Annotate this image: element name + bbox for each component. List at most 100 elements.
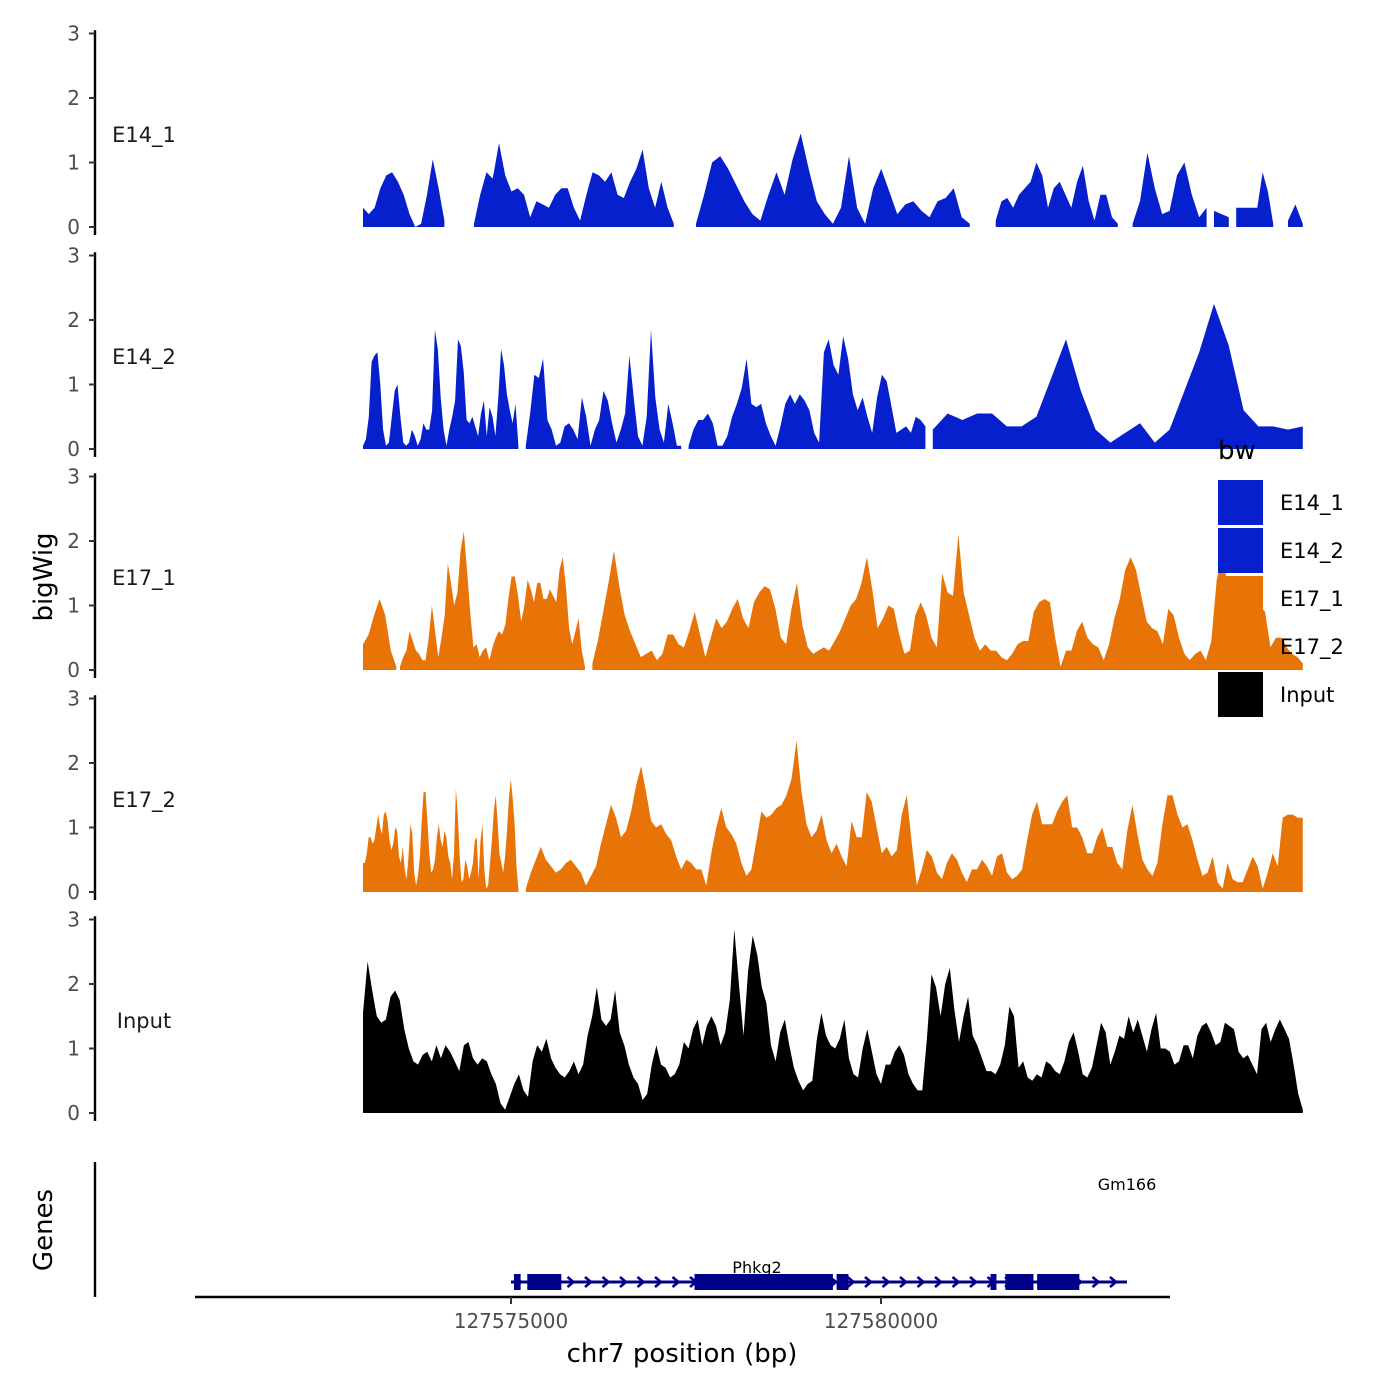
y-tick-label: 0 [67, 437, 80, 461]
track-label: Input [117, 1009, 171, 1033]
strand-arrow [636, 1276, 646, 1288]
gene-label: Phkg2 [732, 1258, 781, 1277]
y-tick-label: 0 [67, 880, 80, 904]
genes-axis-title: Genes [29, 1189, 59, 1271]
y-tick-label: 3 [67, 687, 80, 711]
signal-area [1236, 172, 1274, 227]
strand-arrow [601, 1276, 611, 1288]
signal-area [525, 329, 682, 449]
y-tick-label: 3 [67, 465, 80, 489]
strand-arrow [916, 1276, 926, 1288]
legend-item: E14_1 [1218, 480, 1344, 525]
y-tick-label: 0 [67, 1101, 80, 1125]
y-tick-label: 3 [67, 908, 80, 932]
gene-track: Gm166 Phkg2 [93, 1162, 1157, 1297]
strand-arrow [619, 1276, 629, 1288]
exon [513, 1274, 521, 1290]
track-E17_1: 0 1 2 3 E17_1 [67, 465, 1303, 682]
y-tick-label: 1 [67, 373, 80, 397]
signal-area [474, 143, 674, 227]
legend-swatch [1218, 624, 1263, 669]
y-tick-label: 2 [67, 972, 80, 996]
signal-area [363, 159, 445, 227]
y-tick-label: 2 [67, 86, 80, 110]
track-label: E14_2 [112, 345, 176, 370]
y-tick-label: 0 [67, 658, 80, 682]
y-tick-label: 1 [67, 1037, 80, 1061]
track-E14_2: 0 1 2 3 E14_2 [67, 244, 1303, 461]
legend-label: E14_2 [1280, 539, 1344, 564]
x-tick-label: 127575000 [454, 1309, 569, 1333]
exon [990, 1274, 997, 1290]
signal-area [363, 779, 519, 892]
track-label: E14_1 [112, 123, 176, 148]
strand-arrow [1109, 1276, 1119, 1288]
y-axis-title: bigWig [29, 532, 59, 621]
x-tick-label: 127580000 [824, 1309, 939, 1333]
signal-area [400, 531, 585, 670]
strand-arrow [654, 1276, 664, 1288]
gene-label: Gm166 [1098, 1175, 1157, 1194]
signal-area [1214, 210, 1229, 227]
strand-arrow [566, 1276, 576, 1288]
y-tick-label: 2 [67, 308, 80, 332]
x-axis-title: chr7 position (bp) [567, 1339, 798, 1369]
y-tick-label: 3 [67, 244, 80, 268]
exon [836, 1274, 849, 1290]
track-E14_1: 0 1 2 3 E14_1 [67, 22, 1303, 239]
track-Input: 0 1 2 3 Input [67, 908, 1303, 1125]
legend-item: E17_1 [1218, 576, 1344, 621]
strand-arrow [881, 1276, 891, 1288]
legend-label: E14_1 [1280, 491, 1344, 516]
signal-area [688, 336, 926, 449]
legend-swatch [1218, 576, 1263, 621]
signal-area [592, 534, 1303, 670]
y-tick-label: 1 [67, 151, 80, 175]
strand-arrow [969, 1276, 979, 1288]
legend-label: Input [1280, 683, 1334, 707]
strand-arrow [671, 1276, 681, 1288]
track-label: E17_1 [112, 566, 176, 591]
exon [1037, 1274, 1080, 1290]
signal-area [932, 303, 1303, 449]
y-tick-label: 1 [67, 816, 80, 840]
exon [694, 1274, 833, 1290]
legend-item: E14_2 [1218, 528, 1344, 573]
signal-area [363, 599, 397, 670]
legend-swatch [1218, 672, 1263, 717]
y-tick-label: 1 [67, 594, 80, 618]
strand-arrow [934, 1276, 944, 1288]
strand-arrow [584, 1276, 594, 1288]
exon [527, 1274, 562, 1290]
bigwig-tracks: 0 1 2 3 E14_1 0 1 2 3 E14_2 0 1 2 3 E17_1 0 1 2 3 E17_2 0 1 2 3… [67, 22, 1303, 1125]
y-tick-label: 2 [67, 751, 80, 775]
legend: bw E14_1 E14_2 E17_1 E17_2 Input [1218, 436, 1344, 717]
track-label: E17_2 [112, 788, 176, 813]
strand-arrow [1091, 1276, 1101, 1288]
signal-area [525, 740, 1303, 892]
track-E17_2: 0 1 2 3 E17_2 [67, 687, 1303, 904]
signal-area [1288, 204, 1303, 227]
legend-swatch [1218, 480, 1263, 525]
strand-arrow [864, 1276, 874, 1288]
legend-item: Input [1218, 672, 1334, 717]
y-tick-label: 0 [67, 215, 80, 239]
signal-area [995, 162, 1118, 227]
legend-label: E17_2 [1280, 635, 1344, 660]
strand-arrow [951, 1276, 961, 1288]
gene-Gm166: Gm166 [1098, 1175, 1157, 1194]
strand-arrow [899, 1276, 909, 1288]
signal-area [1132, 152, 1207, 227]
gene-Phkg2: Phkg2 [511, 1258, 1127, 1290]
exon [1005, 1274, 1034, 1290]
signal-area [696, 133, 970, 227]
legend-label: E17_1 [1280, 587, 1344, 612]
strand-arrow [846, 1276, 856, 1288]
legend-item: E17_2 [1218, 624, 1344, 669]
signal-area [363, 929, 1303, 1113]
signal-area [363, 329, 519, 449]
legend-title: bw [1218, 436, 1256, 466]
legend-swatch [1218, 528, 1263, 573]
x-axis: 127575000 127580000 [195, 1295, 1170, 1333]
